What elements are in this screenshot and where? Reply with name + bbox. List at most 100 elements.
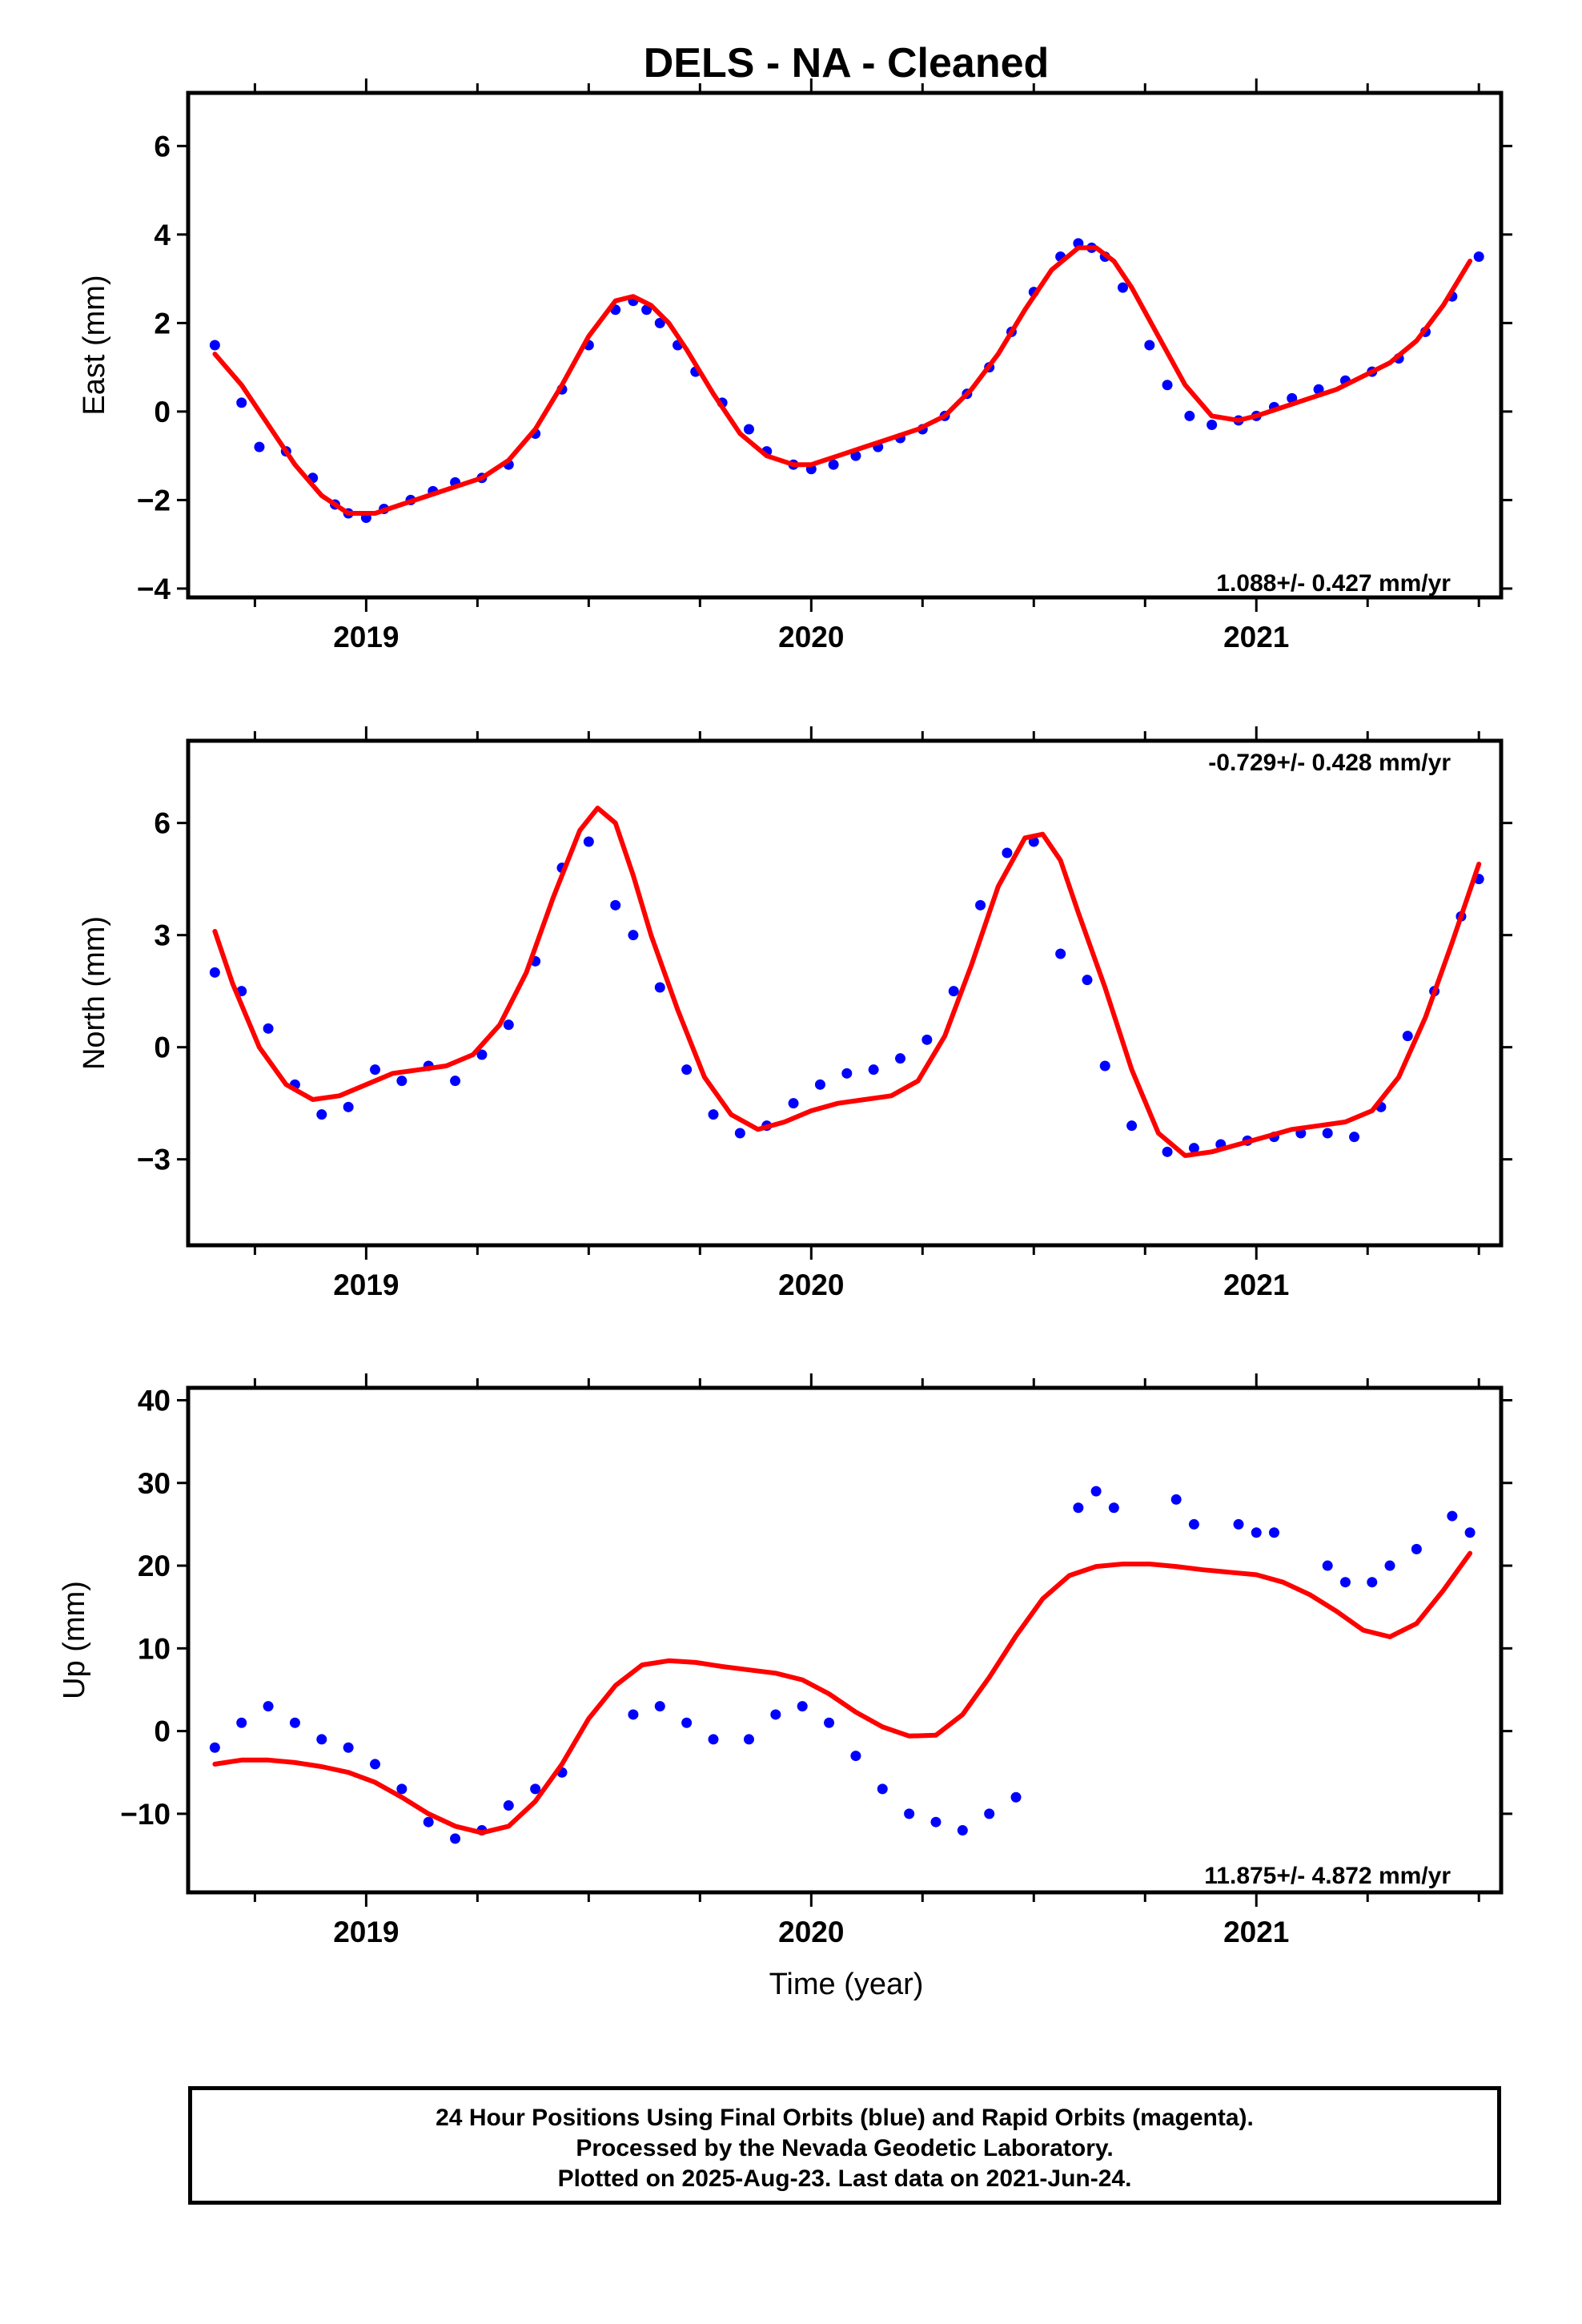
up-data-point [263, 1701, 274, 1712]
up-data-point [1108, 1502, 1119, 1514]
north-data-point [1162, 1146, 1173, 1157]
north-data-point [450, 1076, 461, 1087]
up-ytick-label: 20 [138, 1550, 171, 1582]
east-data-point [641, 304, 652, 316]
up-data-point [236, 1717, 247, 1728]
chart-title: DELS - NA - Cleaned [644, 40, 1050, 86]
up-data-point [1411, 1543, 1422, 1554]
up-ylabel: Up (mm) [58, 1581, 91, 1699]
up-data-point [1339, 1577, 1351, 1588]
north-model-curve [212, 806, 1482, 1158]
up-data-point [316, 1734, 327, 1745]
north-data-point [628, 930, 639, 941]
north-plot-frame [186, 738, 1504, 1248]
north-data-point [1002, 847, 1013, 858]
up-data-point [450, 1833, 461, 1844]
east-data-layer [209, 238, 1484, 524]
north-data-layer [209, 806, 1484, 1158]
up-ytick-label: 10 [138, 1632, 171, 1665]
east-data-point [1207, 419, 1218, 430]
north-data-point [868, 1064, 879, 1076]
north-data-point [734, 1128, 745, 1139]
east-ytick-label: 2 [154, 307, 171, 340]
up-data-point [824, 1717, 835, 1728]
north-data-point [369, 1064, 380, 1076]
up-data-point [654, 1701, 665, 1712]
up-data-point [289, 1717, 300, 1728]
north-data-point [503, 1019, 514, 1031]
up-xtick-label: 2019 [333, 1916, 399, 1948]
up-data-point [503, 1800, 514, 1811]
east-data-point [743, 424, 754, 435]
up-data-point [1447, 1510, 1458, 1522]
up-data-point [877, 1783, 888, 1795]
east-ytick-label: −2 [137, 484, 171, 517]
panel-east: East (mm) 1.088+/- 0.427 mm/yr 6 4 2 0 −2 −4 2… [78, 78, 1512, 653]
footer-line-3: Plotted on 2025-Aug-23. Last data on 202… [557, 2165, 1132, 2192]
north-data-point [894, 1053, 905, 1064]
up-xlabel: Time (year) [769, 1968, 924, 2001]
east-data-point [1117, 282, 1128, 293]
up-data-point [850, 1751, 861, 1762]
north-data-point [610, 899, 621, 911]
up-data-point [1170, 1494, 1182, 1505]
east-data-point [254, 441, 265, 452]
up-data-point [1233, 1518, 1244, 1530]
up-data-point [1322, 1560, 1333, 1571]
north-data-point [1082, 975, 1093, 986]
north-xtick-label: 2019 [333, 1269, 399, 1301]
north-data-point [583, 836, 594, 847]
panel-up: Up (mm) 11.875+/- 4.872 mm/yr Time (year… [58, 1373, 1512, 2001]
north-data-point [343, 1101, 354, 1112]
east-ylabel: East (mm) [78, 275, 111, 415]
up-data-point [1464, 1527, 1476, 1538]
up-data-point [1367, 1577, 1378, 1588]
north-ytick-label: −3 [137, 1144, 171, 1176]
north-data-point [396, 1076, 408, 1087]
north-data-point [1188, 1143, 1199, 1154]
east-ytick-label: 0 [154, 396, 171, 428]
north-xtick-label: 2020 [778, 1269, 844, 1301]
up-data-layer [209, 1486, 1476, 1844]
up-data-point [770, 1709, 781, 1720]
east-plot-frame [186, 90, 1504, 600]
east-data-point [1162, 380, 1173, 391]
east-xtick-label: 2019 [333, 621, 399, 653]
north-data-point [1126, 1120, 1138, 1132]
north-data-point [788, 1098, 799, 1109]
panel-north: North (mm) -0.729+/- 0.428 mm/yr 6 3 0 −3 20… [78, 726, 1512, 1301]
north-data-point [921, 1034, 933, 1045]
up-data-point [1090, 1486, 1102, 1497]
up-data-point [708, 1734, 719, 1745]
up-data-point [1073, 1502, 1084, 1514]
up-ytick-label: 30 [138, 1467, 171, 1500]
north-data-point [1099, 1060, 1110, 1072]
east-xtick-label: 2020 [778, 621, 844, 653]
up-data-point [957, 1825, 968, 1836]
north-data-point [316, 1109, 327, 1120]
up-data-point [743, 1734, 754, 1745]
up-data-point [1188, 1518, 1199, 1530]
east-data-point [1184, 410, 1195, 421]
north-data-point [975, 899, 986, 911]
east-data-point [1473, 251, 1484, 262]
north-data-point [1402, 1031, 1413, 1042]
east-ytick-label: 4 [154, 219, 171, 251]
north-xtick-label: 2021 [1223, 1269, 1289, 1301]
north-data-point [1055, 948, 1066, 959]
north-ylabel: North (mm) [78, 916, 111, 1070]
up-xtick-label: 2021 [1223, 1916, 1289, 1948]
east-model-curve [212, 245, 1473, 516]
up-data-point [930, 1816, 942, 1827]
up-data-point [1384, 1560, 1395, 1571]
north-data-point [476, 1049, 488, 1060]
east-ytick-label: −4 [137, 573, 171, 605]
up-data-point [904, 1808, 915, 1819]
up-data-point [343, 1742, 354, 1753]
up-data-point [423, 1816, 434, 1827]
up-data-point [984, 1808, 995, 1819]
north-ytick-label: 6 [154, 807, 171, 840]
up-plot-frame [186, 1385, 1504, 1895]
east-data-point [209, 340, 220, 351]
up-data-point [1268, 1527, 1279, 1538]
